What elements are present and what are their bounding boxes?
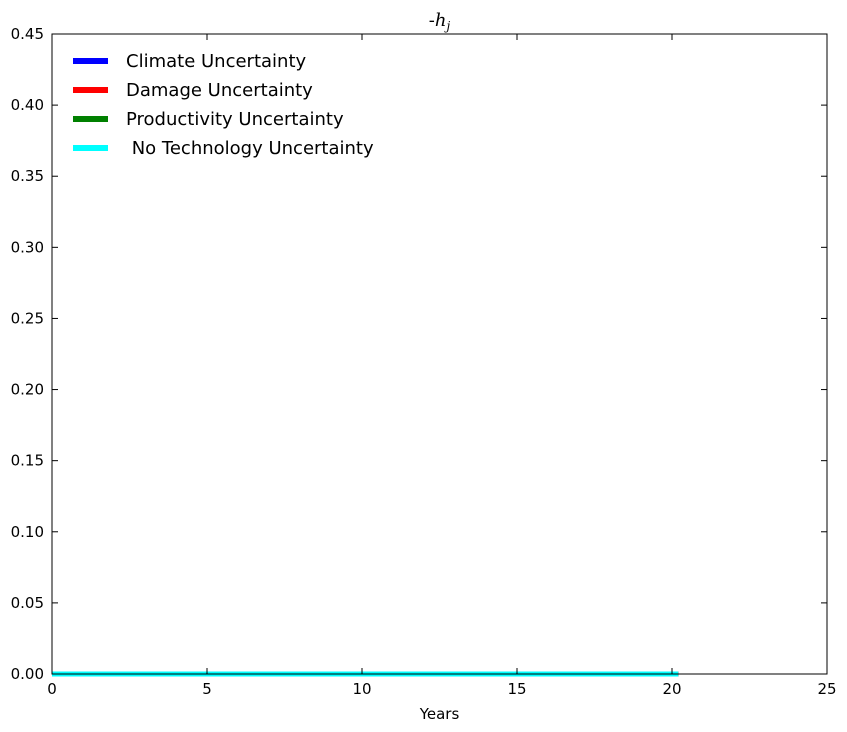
y-tick-label: 0.30 (11, 238, 44, 256)
chart-title-var: h (435, 10, 447, 31)
y-tick-label: 0.35 (11, 167, 44, 185)
x-tick-label: 0 (47, 680, 57, 698)
chart-title-prefix: - (429, 10, 435, 31)
y-tick-label: 0.10 (11, 523, 44, 541)
y-tick-label: 0.20 (11, 381, 44, 399)
y-tick-label: 0.45 (11, 25, 44, 43)
y-tick-label: 0.05 (11, 594, 44, 612)
legend-label-1: Climate Uncertainty (126, 51, 306, 72)
chart-title: -hj (429, 10, 451, 33)
x-tick-label: 10 (352, 680, 371, 698)
legend-label-2: Damage Uncertainty (126, 80, 313, 101)
x-tick-label: 15 (507, 680, 526, 698)
y-tick-label: 0.40 (11, 96, 44, 114)
y-tick-label: 0.00 (11, 665, 44, 683)
legend-label-3: Productivity Uncertainty (126, 109, 344, 130)
x-axis-label: Years (419, 705, 460, 723)
x-tick-label: 5 (202, 680, 212, 698)
x-tick-label: 20 (662, 680, 681, 698)
legend-label-4: No Technology Uncertainty (126, 138, 374, 159)
x-tick-label: 25 (817, 680, 836, 698)
y-tick-label: 0.25 (11, 309, 44, 327)
chart-title-sub: j (443, 19, 450, 33)
legend: Climate Uncertainty Damage Uncertainty Pro… (73, 51, 374, 159)
y-tick-label: 0.15 (11, 452, 44, 470)
ticks-layer: 0 5 10 15 20 25 0.00 0.05 0.10 0.15 0.20 0.25 0.30 0.… (11, 25, 837, 698)
plot-frame (51, 33, 828, 675)
